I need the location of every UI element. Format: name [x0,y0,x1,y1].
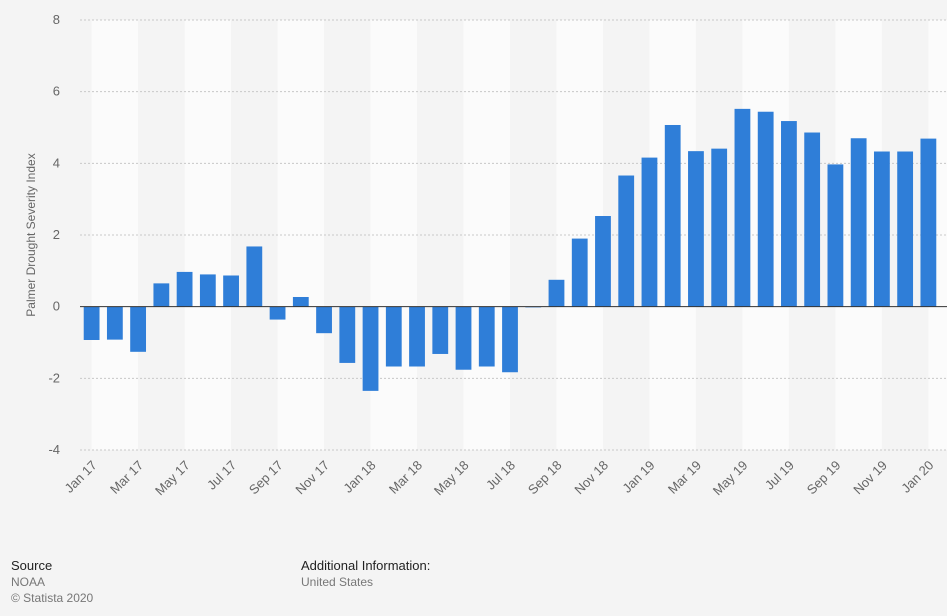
bar[interactable] [548,279,565,307]
y-tick-label: 6 [53,84,60,99]
bar[interactable] [688,151,704,307]
x-tick-label: Nov 17 [292,458,332,498]
x-tick-label: Jan 20 [898,458,936,496]
bar[interactable] [316,306,332,334]
x-tick-label: Jan 19 [619,458,657,496]
additional-info-value: United States [301,575,374,589]
y-axis-ticks: -4 -2 0 2 4 6 8 [48,12,60,457]
source-label: Source [11,558,53,573]
bar[interactable] [711,148,728,307]
bar[interactable] [83,306,100,340]
bar[interactable] [385,306,402,367]
bar[interactable] [478,306,495,367]
copyright[interactable]: © Statista 2020 [11,591,94,605]
bar[interactable] [571,238,588,307]
x-tick-label: May 18 [431,458,472,499]
x-axis-ticks: Jan 17 Mar 17 May 17 Jul 17 Sep 17 Nov 17 Jan … [62,458,937,499]
bar[interactable] [757,111,774,307]
x-tick-label: Sep 19 [804,458,844,498]
x-tick-label: Jan 18 [340,458,378,496]
bar[interactable] [664,124,681,307]
source-value[interactable]: NOAA [11,575,46,589]
bar[interactable] [781,121,797,307]
bar[interactable] [595,216,611,307]
bar[interactable] [641,157,658,307]
bar[interactable] [455,306,472,370]
x-tick-label: Mar 17 [107,458,146,497]
gridlines [80,19,947,451]
x-tick-label: Nov 19 [850,458,890,498]
bar[interactable] [920,138,937,307]
additional-info-label[interactable]: Additional Information: [301,558,431,573]
bars [83,108,937,391]
y-tick-label: -4 [48,442,60,457]
x-tick-label: Jul 19 [762,458,797,493]
y-tick-label: 2 [53,227,60,242]
bar[interactable] [618,175,635,307]
bar-chart: -4 -2 0 2 4 6 8 Jan 17 Mar 17 May 17 Jul 17 Sep 17… [24,12,947,499]
bar[interactable] [199,274,216,307]
x-tick-label: Jan 17 [62,458,100,496]
bar[interactable] [734,108,751,307]
bar[interactable] [269,306,286,320]
x-tick-label: Jul 17 [204,458,239,493]
y-tick-label: 8 [53,12,60,27]
bar[interactable] [246,246,263,307]
bar[interactable] [850,138,867,307]
column-band [91,20,139,450]
bar[interactable] [130,306,147,352]
y-tick-label: 4 [53,155,60,170]
bar[interactable] [409,306,425,367]
bar[interactable] [153,283,170,307]
column-band [463,20,510,450]
bar[interactable] [223,275,239,307]
bar[interactable] [897,151,914,307]
bar[interactable] [873,151,890,307]
bar[interactable] [106,306,123,340]
bar[interactable] [827,164,844,307]
x-tick-label: Jul 18 [483,458,518,493]
x-tick-label: Sep 18 [525,458,565,498]
x-tick-label: May 19 [710,458,751,499]
additional-info-block: Additional Information: United States [301,558,430,590]
bar[interactable] [292,296,309,307]
y-tick-label: -2 [48,370,60,385]
x-tick-label: Nov 18 [571,458,611,498]
y-tick-label: 0 [53,299,60,314]
bar[interactable] [362,306,379,391]
bar[interactable] [176,271,193,307]
x-tick-label: May 17 [152,458,193,499]
x-tick-label: Mar 19 [665,458,704,497]
bar[interactable] [804,132,821,307]
bar[interactable] [502,306,518,373]
x-tick-label: Mar 18 [386,458,425,497]
y-axis-label: Palmer Drought Severity Index [24,153,38,316]
source-block: Source NOAA © Statista 2020 [11,558,93,606]
bar[interactable] [432,306,449,354]
x-tick-label: Sep 17 [246,458,286,498]
bar[interactable] [339,306,356,363]
